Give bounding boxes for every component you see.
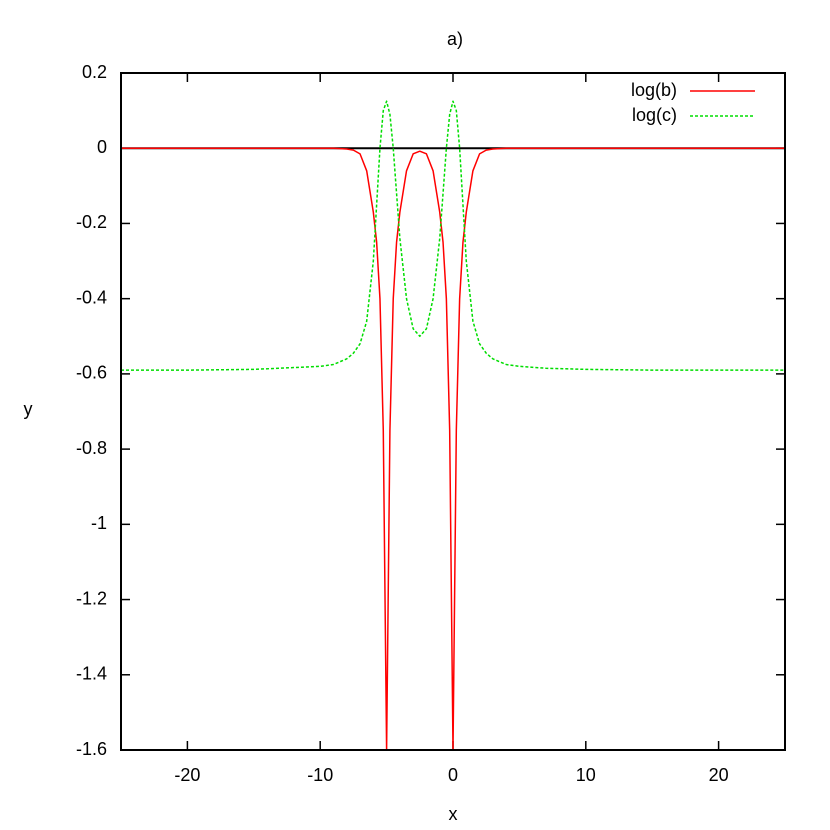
y-tick-label: -1 bbox=[91, 513, 107, 533]
x-tick-label: -10 bbox=[307, 765, 333, 785]
series-line bbox=[121, 100, 785, 371]
chart-title: a) bbox=[447, 29, 463, 49]
x-tick-label: 0 bbox=[448, 765, 458, 785]
legend-label: log(c) bbox=[632, 105, 677, 125]
y-tick-label: -1.2 bbox=[76, 588, 107, 608]
x-axis-label: x bbox=[449, 804, 458, 824]
y-tick-label: -0.8 bbox=[76, 438, 107, 458]
y-tick-label: -0.6 bbox=[76, 363, 107, 383]
y-tick-label: 0.2 bbox=[82, 62, 107, 82]
y-tick-label: -0.4 bbox=[76, 287, 107, 307]
y-tick-label: -1.4 bbox=[76, 664, 107, 684]
y-tick-label: -1.6 bbox=[76, 739, 107, 759]
x-tick-label: 20 bbox=[709, 765, 729, 785]
x-tick-label: -20 bbox=[174, 765, 200, 785]
x-tick-label: 10 bbox=[576, 765, 596, 785]
legend-label: log(b) bbox=[631, 80, 677, 100]
plot-frame bbox=[120, 72, 786, 751]
y-tick-label: -0.2 bbox=[76, 212, 107, 232]
y-axis-label: y bbox=[24, 399, 33, 419]
series-line bbox=[121, 147, 785, 751]
y-tick-label: 0 bbox=[97, 137, 107, 157]
